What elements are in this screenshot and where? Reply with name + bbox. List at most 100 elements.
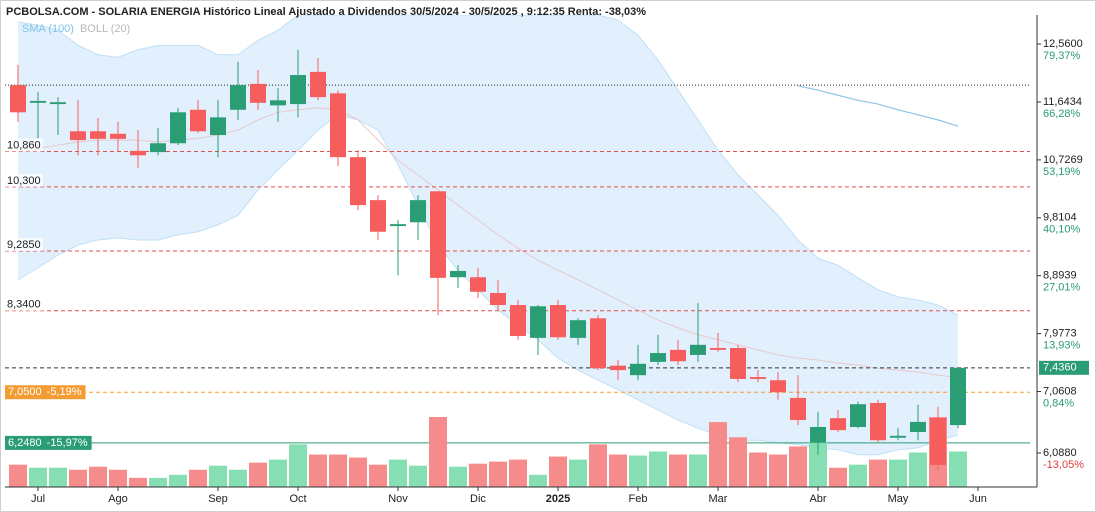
volume-bar	[49, 467, 67, 487]
volume-bar	[369, 464, 387, 487]
level-label: 9,2850	[7, 239, 41, 251]
volume-bar	[649, 451, 667, 487]
volume-bar	[229, 469, 247, 487]
volume-bar	[909, 452, 927, 487]
bollinger-upper	[17, 15, 959, 316]
candle-body	[330, 93, 346, 158]
candle-body	[450, 270, 466, 278]
bollinger-lower	[17, 114, 959, 456]
y-tick-label: 12,5600	[1043, 38, 1083, 50]
candle-body	[290, 75, 306, 105]
level-badge-bg	[5, 385, 86, 400]
last-price-badge	[1039, 360, 1089, 375]
volume-bar	[669, 454, 687, 487]
candle-body	[550, 305, 566, 338]
y-tick-label: 6,0880	[1043, 447, 1077, 459]
candle-body	[630, 363, 646, 376]
candle-body	[90, 131, 106, 139]
level-label: 10,860	[7, 139, 41, 151]
level-label-bg	[5, 297, 43, 311]
candle-body	[370, 200, 386, 232]
x-tick-label: Ago	[108, 493, 128, 505]
y-tick-label: 10,7269	[1043, 154, 1083, 166]
volume-bar	[609, 454, 627, 487]
candle-body	[470, 277, 486, 292]
candle-body	[810, 426, 826, 443]
level-badge: 6,2480 -15,97%	[5, 435, 92, 450]
candle-body	[790, 397, 806, 421]
candle-body	[150, 143, 166, 153]
y-tick-change: 53,19%	[1043, 166, 1081, 178]
x-tick-label: Oct	[289, 493, 306, 505]
volume-bar	[349, 457, 367, 487]
volume-bar	[769, 454, 787, 487]
volume-bar	[849, 464, 867, 487]
volume-bar	[509, 459, 527, 487]
volume-bar	[409, 465, 427, 487]
chart-title: PCBOLSA.COM - SOLARIA ENERGIA Histórico …	[6, 6, 646, 18]
y-tick-label: 11,6434	[1043, 96, 1082, 108]
candle-body	[930, 418, 946, 465]
volume-bar	[69, 469, 87, 487]
candle-body	[590, 318, 606, 369]
candle-body	[190, 109, 206, 132]
candle-body	[310, 71, 326, 98]
volume-bar	[889, 459, 907, 487]
level-label-bg	[5, 238, 43, 251]
level-change: -5,19%	[47, 386, 82, 398]
x-tick-label: Dic	[470, 493, 486, 505]
volume-bar	[809, 442, 827, 487]
x-tick-label: Abr	[809, 493, 826, 505]
candle-body	[170, 112, 186, 144]
volume-bar	[129, 477, 147, 487]
volume-bar	[89, 466, 107, 487]
candle-body	[610, 365, 626, 371]
y-tick-change: 0,84%	[1043, 397, 1074, 409]
plot-area	[5, 15, 1030, 487]
candle-body	[410, 200, 426, 223]
y-tick-label: 7,9773	[1043, 328, 1077, 340]
x-tick-label: May	[888, 493, 909, 505]
volume-bar	[629, 455, 647, 487]
volume-bar	[949, 451, 967, 487]
x-tick-label: Mar	[709, 493, 728, 505]
candle-body	[690, 344, 706, 355]
candle-body	[250, 83, 266, 103]
volume-bar	[109, 469, 127, 487]
last-price-label: 7,4360	[1043, 362, 1077, 374]
candle-body	[230, 85, 246, 110]
x-tick-label: Jun	[969, 493, 987, 505]
candle-body	[130, 150, 146, 156]
candle-body	[670, 349, 686, 362]
volume-bar	[169, 474, 187, 487]
volume-bar	[589, 444, 607, 487]
volume-bar	[469, 463, 487, 487]
candle-body	[890, 435, 906, 438]
candle-body	[430, 191, 446, 278]
candle-body	[70, 131, 86, 141]
x-tick-label: Sep	[208, 493, 228, 505]
candle-body	[570, 320, 586, 338]
x-tick-label: Feb	[629, 493, 648, 505]
volume-bar	[249, 462, 267, 487]
legend-entry: SMA (100)	[22, 23, 74, 35]
volume-bar	[429, 417, 447, 487]
candle-body	[950, 367, 966, 426]
volume-bar	[269, 459, 287, 487]
bollinger-band	[18, 15, 958, 455]
level-label-bg	[5, 138, 43, 152]
x-tick-label: Jul	[31, 493, 45, 505]
y-tick-label: 9,8104	[1043, 212, 1077, 224]
candle-body	[650, 353, 666, 362]
candle-body	[490, 293, 506, 306]
volume-bar	[9, 464, 27, 487]
candle-body	[390, 224, 406, 227]
candle-body	[710, 347, 726, 350]
volume-bar	[829, 467, 847, 487]
y-tick-label: 7,0608	[1043, 385, 1077, 397]
volume-bar	[149, 477, 167, 487]
level-badge: 7,0500 -5,19%	[5, 385, 86, 400]
volume-bar	[709, 422, 727, 487]
legend-entry: BOLL (20)	[80, 23, 130, 35]
volume-bar	[29, 467, 47, 487]
